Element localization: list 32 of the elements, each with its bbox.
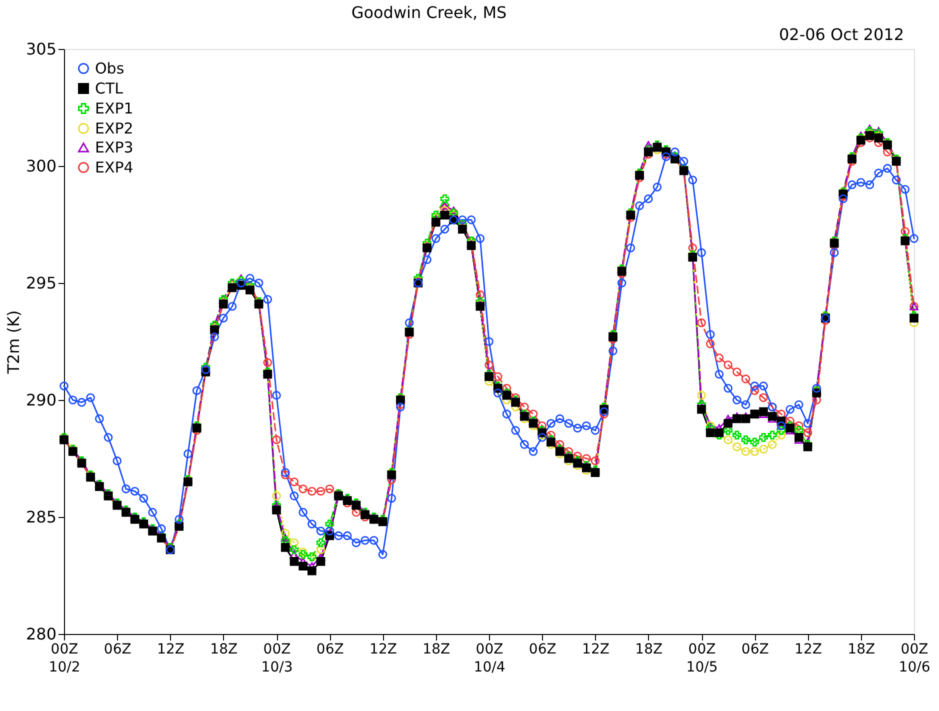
x-tick-label: 06Z xyxy=(104,642,132,658)
x-tick-label: 00Z 10/2 xyxy=(48,642,80,676)
legend-label: CTL xyxy=(95,80,124,98)
x-tick-label: 18Z xyxy=(422,642,450,658)
x-tick-label: 00Z 10/5 xyxy=(686,642,718,676)
x-tick-label: 00Z 10/3 xyxy=(261,642,293,676)
x-tick-label: 06Z xyxy=(741,642,769,658)
y-tick-label: 305 xyxy=(26,40,56,58)
x-tick-label: 18Z xyxy=(210,642,238,658)
y-tick-label: 280 xyxy=(26,624,56,644)
chart-title: Goodwin Creek, MS xyxy=(351,3,507,22)
x-tick-label: 12Z xyxy=(582,642,610,658)
x-tick-label: 18Z xyxy=(848,642,876,658)
legend-label: EXP2 xyxy=(95,120,134,138)
legend-label: EXP3 xyxy=(95,138,134,156)
x-tick-label: 12Z xyxy=(157,642,184,658)
legend-label: Obs xyxy=(95,60,124,78)
x-tick-label: 00Z 10/4 xyxy=(474,642,506,676)
x-tick-label: 12Z xyxy=(794,642,822,658)
y-tick-label: 295 xyxy=(26,274,56,292)
x-tick-label: 18Z xyxy=(635,642,663,658)
y-tick-label: 285 xyxy=(26,508,56,526)
x-tick-label: 00Z 10/6 xyxy=(898,642,930,676)
legend-label: EXP1 xyxy=(95,100,134,118)
x-tick-label: 06Z xyxy=(528,642,556,658)
y-tick-label: 290 xyxy=(26,390,56,410)
y-axis-title: T2m (K) xyxy=(4,310,23,375)
legend-label: EXP4 xyxy=(95,158,134,176)
x-tick-label: 12Z xyxy=(370,642,397,658)
x-tick-label: 06Z xyxy=(316,642,344,658)
y-tick-label: 300 xyxy=(26,156,56,176)
text: 02-06 Oct 2012 xyxy=(778,25,904,44)
